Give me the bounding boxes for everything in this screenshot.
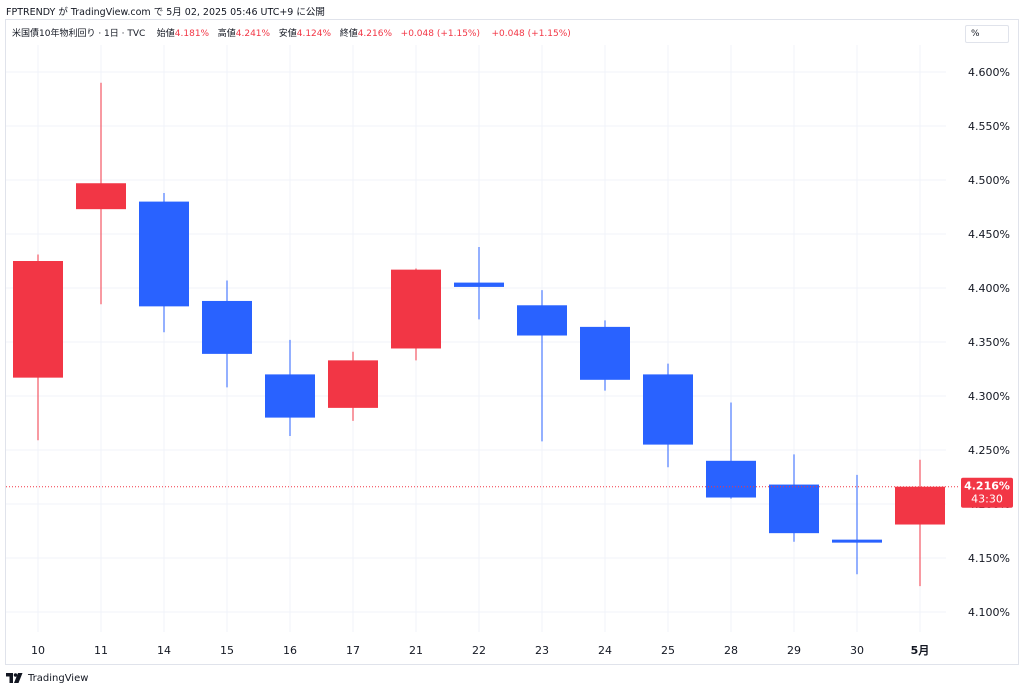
legend-symbol: 米国債10年物利回り · 1日 · TVC <box>12 29 146 39</box>
candle-body[interactable] <box>769 484 819 534</box>
candle-body[interactable] <box>139 201 189 307</box>
candle-body[interactable] <box>202 300 252 354</box>
candle-body[interactable] <box>517 305 567 336</box>
x-tick-label: 14 <box>157 644 171 657</box>
legend-low-label: 安値 <box>278 29 297 39</box>
date-axis: 10 11 14 15 16 17 21 22 23 24 25 28 29 30 5月 <box>31 644 929 657</box>
legend-close-label: 終値 <box>339 29 358 39</box>
y-tick-label: 4.350% <box>968 336 1010 349</box>
legend-close-value: 4.216% <box>357 29 393 39</box>
grid-lines <box>6 45 946 632</box>
x-tick-label: 17 <box>346 644 360 657</box>
price-axis: 4.100%4.150%4.200%4.250%4.300%4.350%4.40… <box>968 66 1010 619</box>
candle-body[interactable] <box>13 261 63 378</box>
x-tick-label: 21 <box>409 644 423 657</box>
y-tick-label: 4.300% <box>968 390 1010 403</box>
candle-body[interactable] <box>391 269 441 349</box>
legend-change-percent: +0.048 (+1.15%) <box>491 29 571 39</box>
footer-brand: TradingView <box>28 672 89 684</box>
last-price-line: 4.216%43:30 <box>6 477 1013 508</box>
chart-panel[interactable] <box>5 19 1019 665</box>
candle-body[interactable] <box>454 282 504 287</box>
legend-open-label: 始値 <box>156 29 175 39</box>
x-tick-label: 16 <box>283 644 297 657</box>
x-tick-label: 15 <box>220 644 234 657</box>
candle-body[interactable] <box>328 360 378 408</box>
x-tick-label: 24 <box>598 644 612 657</box>
legend-open-value: 4.181% <box>174 29 210 39</box>
tradingview-logo-icon <box>6 673 23 683</box>
y-tick-label: 4.150% <box>968 552 1010 565</box>
x-tick-label: 29 <box>787 644 801 657</box>
x-tick-label: 5月 <box>911 644 930 657</box>
candle-body[interactable] <box>643 374 693 445</box>
legend-low-value: 4.124% <box>296 29 332 39</box>
unit-selector-button[interactable]: % <box>965 25 1009 43</box>
legend-high-value: 4.241% <box>235 29 271 39</box>
legend: 米国債10年物利回り · 1日 · TVC 始値4.181% 高値4.241% … <box>12 26 571 39</box>
last-price-tag <box>961 477 1013 508</box>
y-tick-label: 4.400% <box>968 282 1010 295</box>
x-tick-label: 10 <box>31 644 45 657</box>
legend-change: +0.048 (+1.15%) <box>400 29 480 39</box>
footer: TradingView <box>6 671 88 685</box>
candle-body[interactable] <box>832 539 882 543</box>
y-tick-label: 4.100% <box>968 606 1010 619</box>
candle-body[interactable] <box>76 183 126 210</box>
y-tick-label: 4.250% <box>968 444 1010 457</box>
y-tick-label: 4.600% <box>968 66 1010 79</box>
candle-body[interactable] <box>895 486 945 525</box>
y-tick-label: 4.500% <box>968 174 1010 187</box>
last-price-value: 4.216% <box>964 480 1010 493</box>
x-tick-label: 22 <box>472 644 486 657</box>
candle-body[interactable] <box>265 374 315 418</box>
y-tick-label: 4.550% <box>968 120 1010 133</box>
bar-countdown: 43:30 <box>971 493 1003 506</box>
candle-body[interactable] <box>706 460 756 498</box>
candles <box>13 82 945 587</box>
x-tick-label: 30 <box>850 644 864 657</box>
x-tick-label: 23 <box>535 644 549 657</box>
publish-info: FPTRENDY が TradingView.com で 5月 02, 2025… <box>6 7 325 18</box>
candle-body[interactable] <box>580 326 630 380</box>
x-tick-label: 25 <box>661 644 675 657</box>
y-tick-label: 4.450% <box>968 228 1010 241</box>
legend-high-label: 高値 <box>217 29 236 39</box>
x-tick-label: 11 <box>94 644 108 657</box>
x-tick-label: 28 <box>724 644 738 657</box>
